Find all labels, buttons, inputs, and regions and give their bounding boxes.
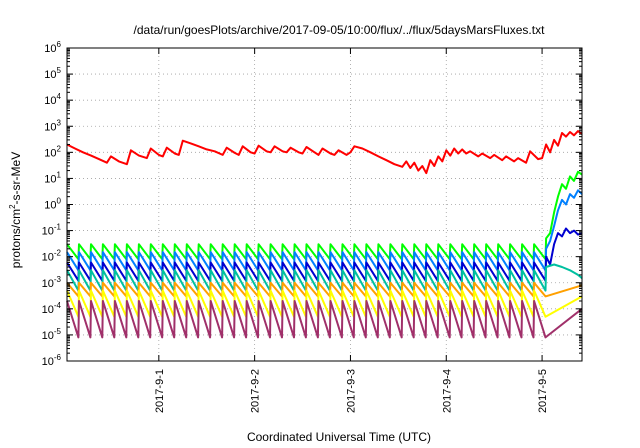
plot-frame — [66, 47, 583, 362]
y-tick-label-base: 10 — [44, 95, 56, 107]
y-tick-label-base: 10 — [42, 226, 54, 238]
y-tick-label-base: 10 — [44, 173, 56, 185]
axes: 10-610-510-410-310-210-11001011021031041… — [42, 40, 582, 413]
y-tick-label-base: 10 — [42, 278, 54, 290]
series-line-7 — [66, 289, 583, 318]
y-tick-label-exp: 2 — [57, 144, 62, 153]
series-line-1 — [66, 130, 583, 175]
series-line-6 — [66, 281, 583, 298]
y-tick-label-exp: 0 — [57, 197, 62, 206]
y-tick-label-exp: -6 — [54, 353, 62, 362]
y-tick-label: 10-1 — [42, 223, 62, 238]
y-tick-label-exp: 5 — [57, 66, 62, 75]
y-tick-label: 103 — [44, 118, 61, 133]
y-tick-label-base: 10 — [42, 330, 54, 342]
y-axis-label: protons/cm2-s-sr-MeV — [8, 152, 23, 268]
y-axis-label-sup: 2 — [8, 204, 17, 209]
series-line-8 — [66, 300, 583, 339]
series-line-5 — [66, 263, 583, 292]
y-tick-label: 106 — [44, 40, 61, 55]
y-tick-label-base: 10 — [44, 200, 56, 212]
y-tick-label-base: 10 — [44, 121, 56, 133]
series-line-4 — [66, 227, 583, 282]
x-tick-label: 2017-9-4 — [441, 369, 453, 413]
y-axis-label-prefix: protons/cm — [9, 209, 23, 268]
y-axis-label-suffix: -s-sr-MeV — [9, 152, 23, 205]
y-tick-label-base: 10 — [42, 252, 54, 264]
y-tick-label-base: 10 — [42, 304, 54, 316]
y-tick-label-base: 10 — [44, 43, 56, 55]
y-tick-label-base: 10 — [42, 356, 54, 368]
y-tick-label-exp: -5 — [54, 327, 62, 336]
x-axis-label: Coordinated Universal Time (UTC) — [247, 430, 431, 444]
y-tick-label: 10-4 — [42, 301, 62, 316]
y-tick-label-exp: 1 — [57, 170, 62, 179]
y-tick-label-exp: -3 — [54, 275, 62, 284]
series-layer — [66, 130, 583, 339]
y-tick-label-exp: 3 — [57, 118, 62, 127]
y-tick-label: 104 — [44, 92, 61, 107]
x-tick-label: 2017-9-3 — [345, 369, 357, 413]
series-line-3 — [66, 189, 583, 272]
chart-title: /data/run/goesPlots/archive/2017-09-05/1… — [134, 23, 546, 37]
y-tick-label-exp: 4 — [57, 92, 62, 101]
y-tick-label-exp: -2 — [54, 249, 62, 258]
series-line-2 — [66, 170, 583, 261]
y-tick-label: 10-5 — [42, 327, 62, 342]
y-tick-label: 10-3 — [42, 275, 62, 290]
y-tick-label: 105 — [44, 66, 61, 81]
y-tick-label: 10-2 — [42, 249, 62, 264]
y-tick-label: 10-6 — [42, 353, 62, 368]
x-tick-label: 2017-9-5 — [537, 369, 549, 413]
y-tick-label-exp: -4 — [54, 301, 62, 310]
y-tick-label: 100 — [44, 197, 61, 212]
grid — [67, 48, 582, 361]
y-tick-label: 102 — [44, 144, 61, 159]
y-tick-label-exp: -1 — [54, 223, 62, 232]
y-tick-label-base: 10 — [44, 69, 56, 81]
y-tick-label-exp: 6 — [57, 40, 62, 49]
y-tick-label: 101 — [44, 170, 61, 185]
x-tick-label: 2017-9-2 — [250, 369, 262, 413]
y-tick-label-base: 10 — [44, 147, 56, 159]
x-tick-label: 2017-9-1 — [154, 369, 166, 413]
